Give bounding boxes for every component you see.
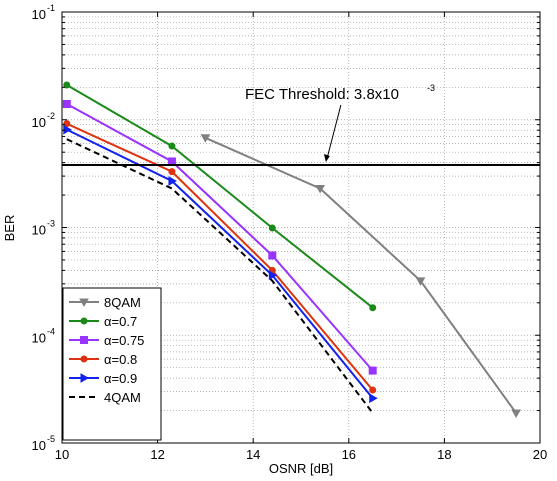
legend-entry: 8QAM [69, 295, 141, 310]
legend-label: α=0.75 [104, 333, 144, 348]
x-tick-label: 18 [437, 447, 451, 462]
series-4 [63, 124, 378, 404]
legend-label: α=0.7 [104, 314, 137, 329]
threshold-layer: FEC Threshold: 3.8x10 -3 [62, 83, 540, 167]
series-0 [200, 134, 521, 418]
data-point [368, 366, 377, 375]
data-point [268, 270, 278, 281]
x-tick-label: 20 [533, 447, 547, 462]
legend-label: 4QAM [104, 390, 141, 405]
y-tick-exponent: -2 [47, 111, 55, 121]
legend-entry: α=0.75 [69, 333, 144, 348]
x-axis-label: OSNR [dB] [269, 461, 333, 476]
y-axis-label: BER [2, 215, 17, 242]
data-point [268, 224, 276, 232]
x-tick-label: 14 [246, 447, 260, 462]
data-point [200, 134, 211, 143]
legend-entry: α=0.7 [69, 314, 137, 329]
data-point [167, 157, 176, 166]
data-point [369, 386, 377, 394]
data-point [268, 251, 277, 260]
fec-threshold-exponent: -3 [427, 83, 435, 93]
annotation-arrow-head [323, 154, 330, 163]
legend-label: α=0.8 [104, 352, 137, 367]
data-point [63, 120, 71, 128]
series-layer [62, 81, 521, 418]
legend-box [62, 287, 162, 441]
series-2 [62, 100, 377, 375]
legend-entry: 4QAM [69, 390, 141, 405]
y-tick-label: 10 [32, 7, 46, 22]
x-tick-label: 12 [150, 447, 164, 462]
legend-marker [79, 298, 89, 308]
x-tick-label: 10 [55, 447, 69, 462]
data-point [511, 409, 521, 418]
annotation-arrow-shaft [326, 104, 342, 160]
y-tick-exponent: -4 [47, 326, 55, 336]
series-line [66, 84, 374, 309]
data-point [62, 100, 71, 109]
series-line [204, 136, 517, 414]
y-tick-label: 10 [32, 438, 46, 453]
legend-entry: α=0.9 [69, 371, 137, 386]
legend-label: α=0.9 [104, 371, 137, 386]
x-tick-label: 16 [342, 447, 356, 462]
legend-marker [80, 355, 88, 363]
legend: 8QAM α=0.7 α=0.75 α=0.8 α=0.9 4QAM [62, 287, 162, 441]
data-point [63, 124, 72, 135]
series-line [66, 122, 374, 391]
y-tick-label: 10 [32, 223, 46, 238]
data-point [168, 168, 176, 176]
data-point [415, 277, 426, 286]
data-point [315, 185, 325, 194]
y-tick-label: 10 [32, 330, 46, 345]
series-1 [63, 81, 377, 312]
legend-marker [80, 373, 90, 383]
y-tick-exponent: -3 [47, 219, 55, 229]
series-line [66, 103, 374, 372]
fec-threshold-label: FEC Threshold: 3.8x10 [245, 86, 399, 103]
data-point [63, 81, 71, 89]
y-tick-exponent: -5 [47, 434, 55, 444]
data-point [369, 393, 378, 404]
series-line [66, 128, 374, 399]
data-point [168, 142, 176, 150]
legend-marker [80, 336, 88, 344]
legend-marker [80, 317, 88, 325]
series-line [66, 138, 374, 414]
data-point [168, 176, 177, 186]
series-5 [66, 138, 374, 414]
legend-label: 8QAM [104, 295, 141, 310]
data-point [369, 304, 377, 312]
legend-entry: α=0.8 [69, 352, 137, 367]
y-tick-label: 10 [32, 115, 46, 130]
y-tick-exponent: -1 [47, 3, 55, 13]
